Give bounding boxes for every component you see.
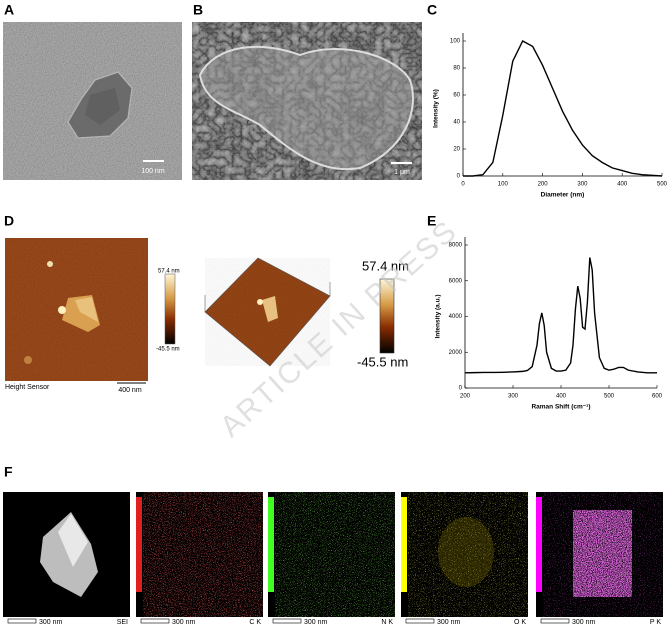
panel-label: E <box>427 213 436 229</box>
scale-bar-label: 100 nm <box>141 168 165 175</box>
y-tick-label: 100 <box>450 39 461 45</box>
y-tick-label: 6000 <box>449 278 463 284</box>
x-tick-label: 300 <box>577 182 588 188</box>
x-tick-label: 300 <box>508 394 519 400</box>
scale-bar <box>540 618 570 624</box>
map-label: O K <box>514 619 526 626</box>
panel-label: F <box>4 464 13 480</box>
map-colorbar <box>401 497 407 592</box>
x-axis-label: Raman Shift (cm⁻¹) <box>531 404 590 411</box>
scale-bar-label: 300 nm <box>172 619 196 626</box>
y-tick-label: 20 <box>453 147 460 153</box>
scale-bar-label: 1 μm <box>394 169 410 176</box>
y-axis-label: Intensity (%) <box>433 89 440 128</box>
data-line <box>464 257 657 374</box>
y-tick-label: 2000 <box>449 350 463 356</box>
element-map: 300 nm P K <box>536 492 663 626</box>
data-line <box>463 40 663 177</box>
panel-label: D <box>4 213 14 229</box>
scale-bar <box>7 618 37 624</box>
colorbar-max: 57.4 nm <box>158 269 180 275</box>
y-tick-label: 60 <box>453 93 460 99</box>
x-tick-label: 500 <box>657 182 668 188</box>
tem-image: 100 nm <box>3 22 182 180</box>
afm-3d-view: 57.4 nm -45.5 nm <box>204 257 409 369</box>
scale-bar <box>140 618 170 624</box>
image-caption: Height Sensor <box>5 384 50 391</box>
scale-bar <box>272 618 302 624</box>
scale-bar-label: 400 nm <box>118 387 142 394</box>
map-cluster <box>573 510 632 597</box>
x-tick-label: 400 <box>556 394 567 400</box>
map-colorbar <box>136 497 142 592</box>
element-map: 300 nm N K <box>268 492 395 626</box>
panel-label: C <box>427 2 437 18</box>
x-tick-label: 0 <box>461 182 465 188</box>
colorbar-min: -45.5 nm <box>156 347 180 353</box>
map-label: SEI <box>117 619 128 626</box>
x-axis-label: Diameter (nm) <box>541 192 585 199</box>
scale-bar-label: 300 nm <box>304 619 328 626</box>
sei-facet <box>58 514 88 567</box>
map-cluster <box>438 517 494 587</box>
x-tick-label: 100 <box>498 182 509 188</box>
panel-label: B <box>193 2 203 18</box>
scale-bar-label: 300 nm <box>572 619 596 626</box>
y-tick-label: 8000 <box>449 243 463 249</box>
x-tick-label: 600 <box>652 394 663 400</box>
x-tick-label: 400 <box>617 182 628 188</box>
y-tick-label: 40 <box>453 120 460 126</box>
element-map: 300 nm SEI <box>3 492 130 626</box>
panel-label: A <box>4 2 14 18</box>
y-tick-label: 4000 <box>449 314 463 320</box>
colorbar-min: -45.5 nm <box>357 354 408 369</box>
map-label: C K <box>249 619 261 626</box>
x-tick-label: 200 <box>538 182 549 188</box>
map-colorbar <box>268 497 274 592</box>
map-label: P K <box>650 619 661 626</box>
map-noise <box>143 492 263 617</box>
afm-image: Height Sensor 400 nm 57.4 nm -45.5 nm <box>5 238 180 394</box>
map-noise <box>275 492 395 617</box>
map-colorbar <box>536 497 542 592</box>
x-tick-label: 200 <box>460 394 471 400</box>
y-tick-label: 80 <box>453 66 460 72</box>
map-noise <box>408 492 528 617</box>
scale-bar <box>405 618 435 624</box>
x-tick-label: 500 <box>604 394 615 400</box>
sem-image: 1 μm <box>192 22 422 180</box>
element-map: 300 nm C K <box>136 492 263 626</box>
y-tick-label: 0 <box>457 174 461 180</box>
colorbar-max: 57.4 nm <box>362 258 409 273</box>
element-map: 300 nm O K <box>401 492 528 626</box>
map-label: N K <box>381 619 393 626</box>
scale-bar-label: 300 nm <box>39 619 63 626</box>
y-axis-label: Intensity (a.u.) <box>435 294 442 338</box>
scale-bar-label: 300 nm <box>437 619 461 626</box>
y-tick-label: 0 <box>459 386 463 392</box>
